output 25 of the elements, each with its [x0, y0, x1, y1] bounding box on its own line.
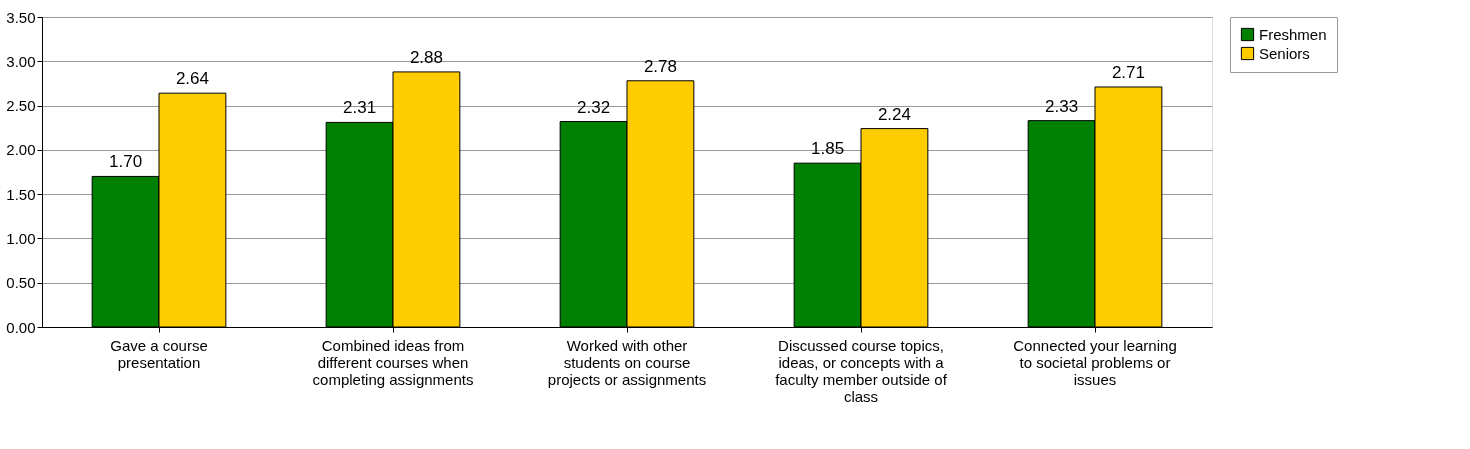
data-label: 2.24 [877, 104, 911, 124]
y-tick-label: 3.50 [6, 8, 36, 26]
data-label: 1.85 [811, 139, 845, 159]
y-tick-label: 0.50 [6, 274, 36, 292]
x-tick-label: Worked with other students on course projects or assignments [547, 336, 707, 388]
legend-label: Freshmen [1259, 25, 1327, 43]
y-tick-label: 2.00 [6, 141, 36, 159]
data-label: 2.33 [1045, 96, 1079, 116]
data-label: 2.88 [409, 47, 443, 67]
y-tick-label: 1.00 [6, 229, 36, 247]
x-tick-label: Discussed course topics, ideas, or concepts with a faculty member outside of class [775, 336, 948, 405]
data-label: 2.64 [175, 69, 209, 89]
x-tick-label: Combined ideas from different courses when completing assignments [312, 336, 474, 388]
y-tick-label: 0.00 [6, 318, 36, 336]
data-label: 2.78 [643, 56, 677, 76]
data-label: 1.70 [109, 152, 143, 172]
data-label: 2.32 [577, 97, 611, 117]
legend-label: Seniors [1259, 44, 1310, 62]
y-tick-label: 3.00 [6, 52, 36, 70]
x-tick-label: Gave a course presentation [110, 336, 208, 371]
data-label: 2.71 [1111, 62, 1145, 82]
data-label: 2.31 [343, 98, 377, 118]
x-tick-label: Connected your learning to societal problems or issues [1013, 336, 1177, 388]
y-tick-label: 1.50 [6, 185, 36, 203]
y-tick-label: 2.50 [6, 97, 36, 115]
